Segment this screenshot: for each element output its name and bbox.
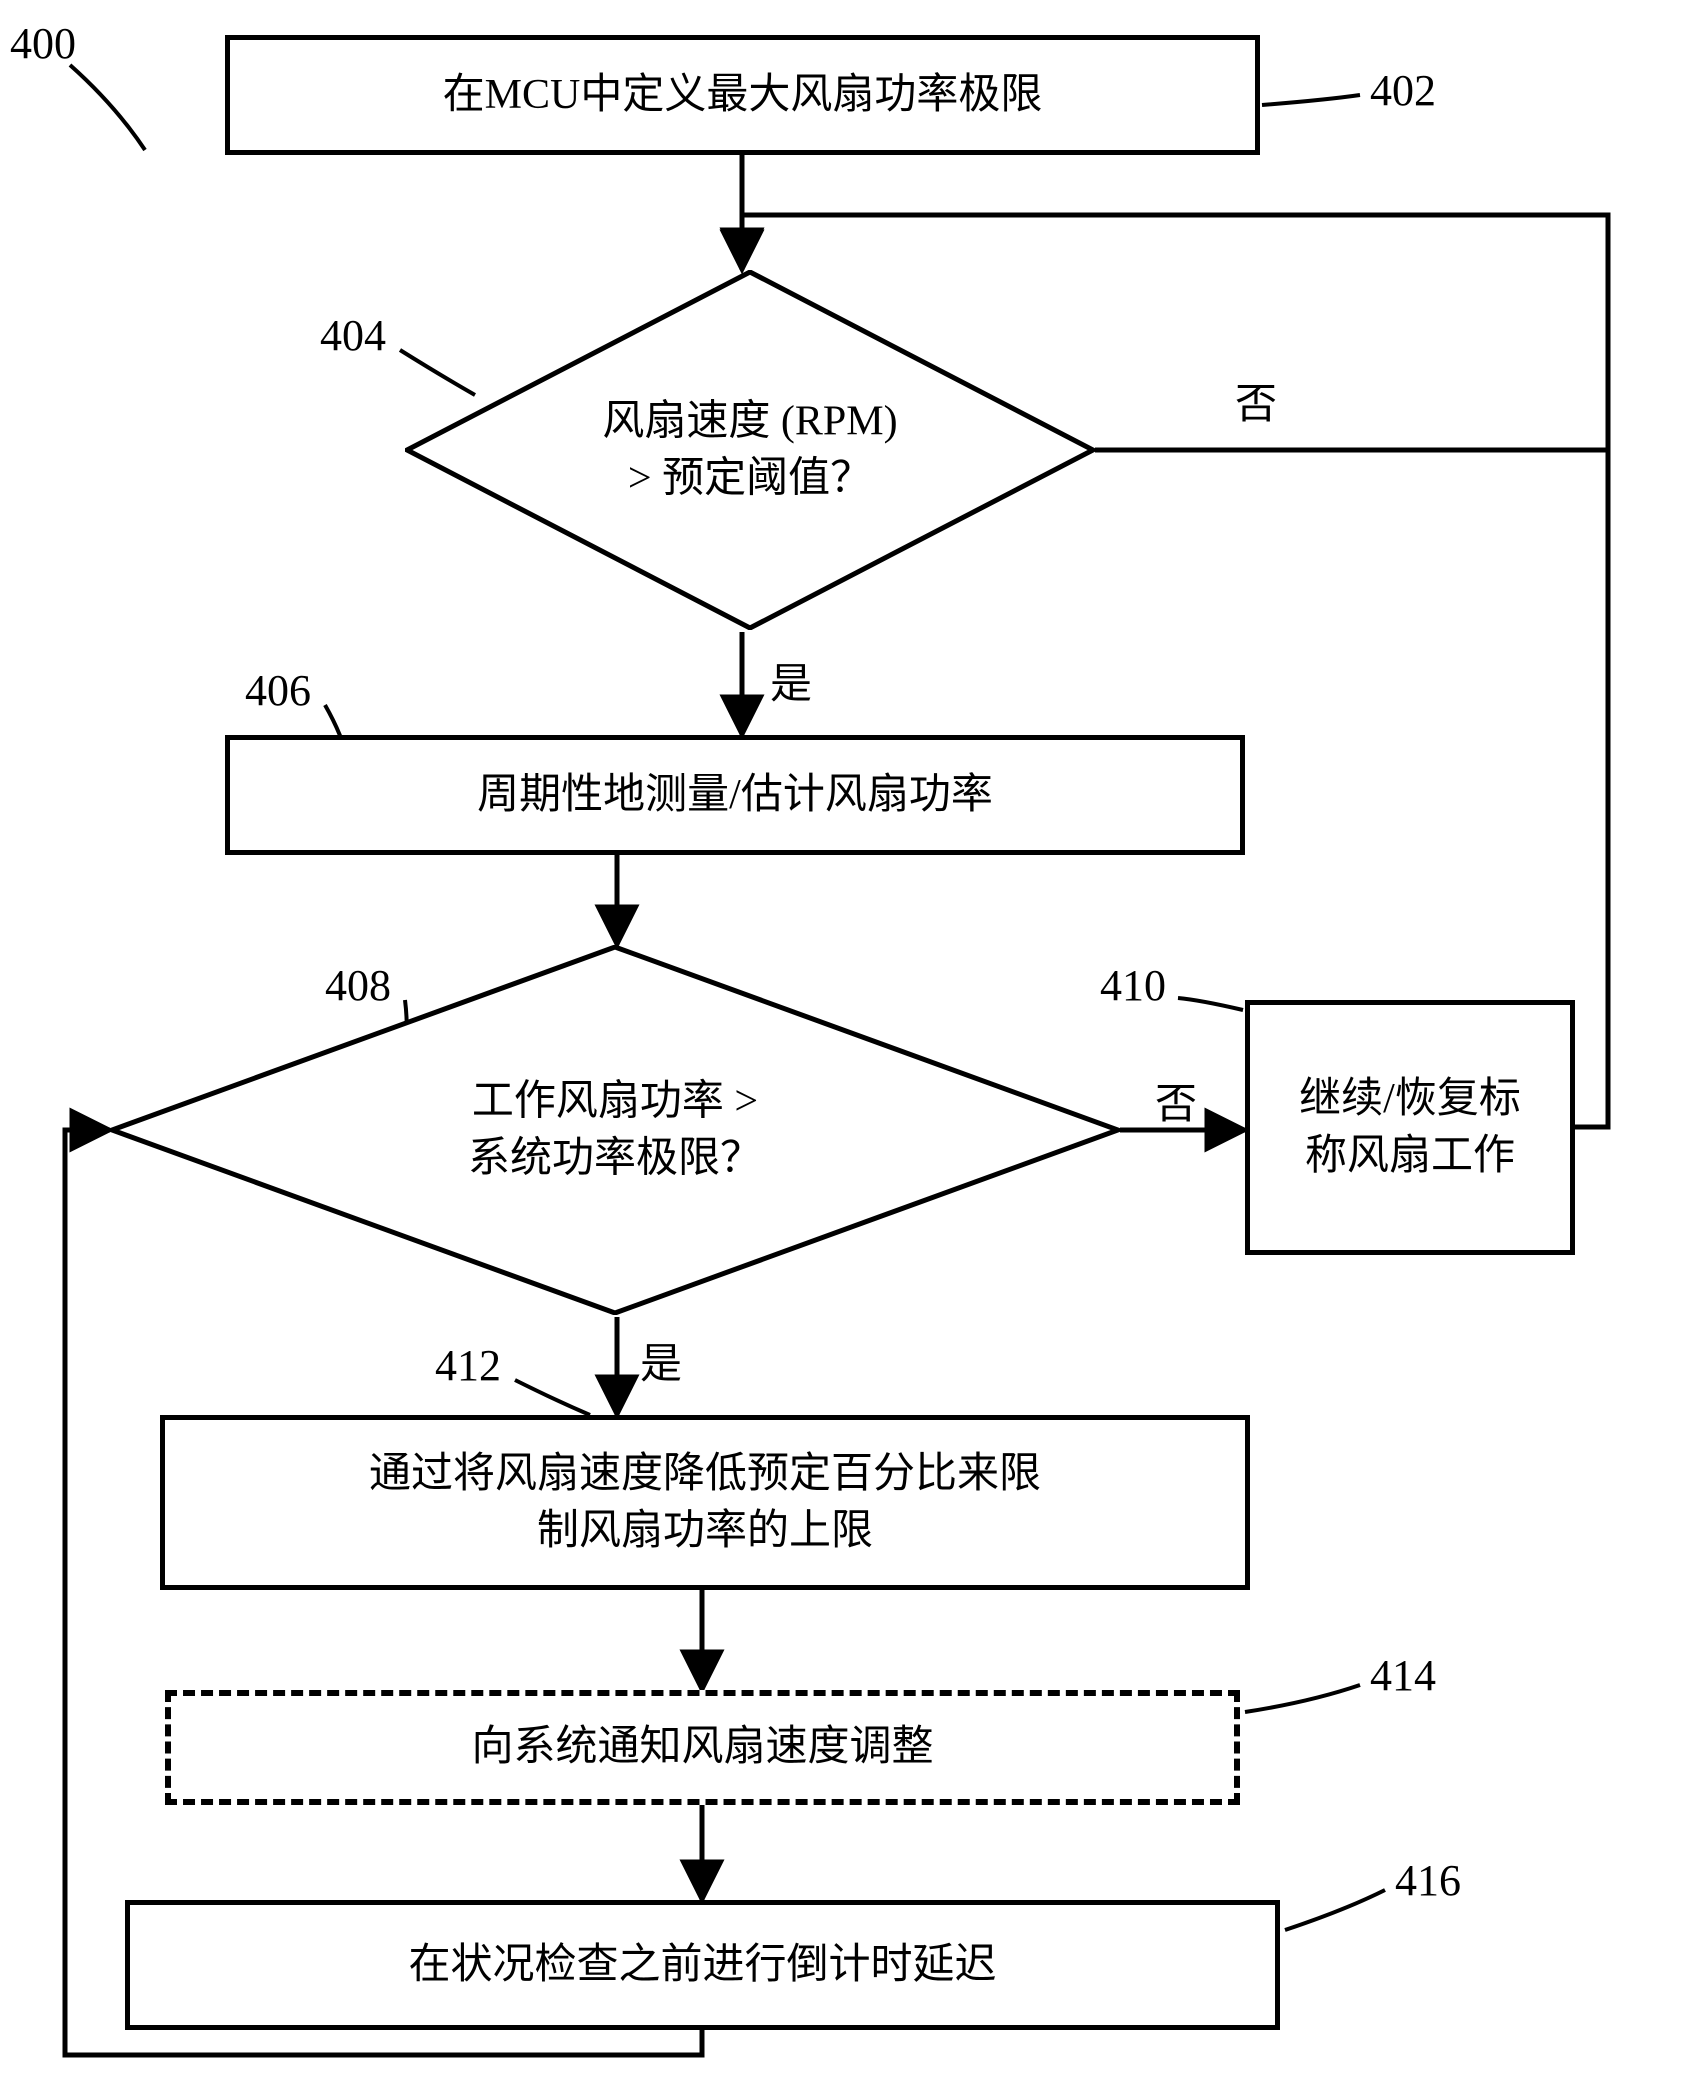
node-408-line2: 系统功率极限？ xyxy=(468,1135,762,1181)
edge-408-no: 否 xyxy=(1155,1070,1197,1131)
node-404-line2: > 预定阈值？ xyxy=(628,455,872,501)
ref-412: 412 xyxy=(435,1340,501,1391)
node-414-text: 向系统通知风扇速度调整 xyxy=(471,1719,933,1776)
ref-400: 400 xyxy=(10,18,76,69)
ref-404: 404 xyxy=(320,310,386,361)
node-412: 通过将风扇速度降低预定百分比来限 制风扇功率的上限 xyxy=(160,1415,1250,1590)
node-410-line2: 称风扇工作 xyxy=(1305,1133,1515,1179)
ref-416: 416 xyxy=(1395,1855,1461,1906)
node-412-line2: 制风扇功率的上限 xyxy=(537,1508,873,1554)
node-404: 风扇速度 (RPM) > 预定阈值？ xyxy=(405,270,1095,630)
ref-406: 406 xyxy=(245,665,311,716)
ref-410: 410 xyxy=(1100,960,1166,1011)
node-416-text: 在状况检查之前进行倒计时延迟 xyxy=(408,1937,996,1994)
node-402: 在MCU中定义最大风扇功率极限 xyxy=(225,35,1260,155)
node-410-line1: 继续/恢复标 xyxy=(1299,1076,1521,1122)
node-408: 工作风扇功率 > 系统功率极限？ xyxy=(110,945,1120,1315)
node-416: 在状况检查之前进行倒计时延迟 xyxy=(125,1900,1280,2030)
node-402-text: 在MCU中定义最大风扇功率极限 xyxy=(443,67,1043,124)
node-414: 向系统通知风扇速度调整 xyxy=(165,1690,1240,1805)
node-406-text: 周期性地测量/估计风扇功率 xyxy=(477,767,993,824)
ref-408: 408 xyxy=(325,960,391,1011)
edge-404-yes: 是 xyxy=(770,650,812,711)
edge-404-no: 否 xyxy=(1235,370,1277,431)
node-410: 继续/恢复标 称风扇工作 xyxy=(1245,1000,1575,1255)
edge-408-yes: 是 xyxy=(640,1330,682,1391)
ref-402: 402 xyxy=(1370,65,1436,116)
node-406: 周期性地测量/估计风扇功率 xyxy=(225,735,1245,855)
node-404-line1: 风扇速度 (RPM) xyxy=(602,398,897,444)
ref-414: 414 xyxy=(1370,1650,1436,1701)
node-412-line1: 通过将风扇速度降低预定百分比来限 xyxy=(369,1451,1041,1497)
node-408-line1: 工作风扇功率 > xyxy=(472,1078,758,1124)
